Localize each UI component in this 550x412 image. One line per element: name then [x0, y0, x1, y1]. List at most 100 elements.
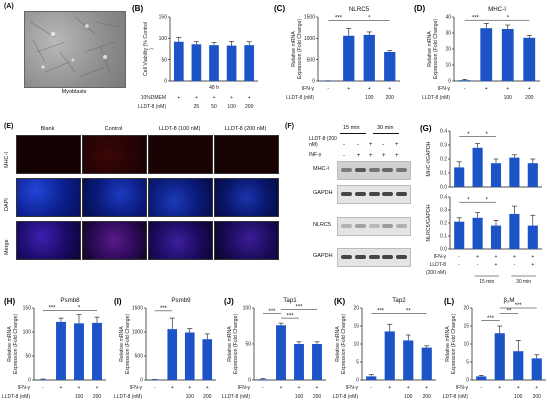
blot-sign: + [395, 142, 399, 148]
blot-band [396, 224, 408, 228]
y-tick-label: 15 [353, 324, 359, 330]
sig-marker: * [78, 306, 81, 312]
cell-texture [29, 16, 121, 78]
sig-marker: *** [48, 306, 56, 312]
blot-band [341, 192, 352, 196]
micro-dapi-200 [214, 178, 279, 217]
condition-label: LLDT-8 (nM) [332, 394, 358, 400]
panel-label-j: (J) [224, 297, 234, 306]
condition-value: 200 [423, 394, 432, 400]
chart-g2: 0.0 0.1 0.2 0.3 0.4 NLRC5/GAPDH * * IFN-γ - + + + + LL… [426, 195, 542, 285]
panel-label-k: (K) [334, 297, 345, 306]
bar-1 [476, 376, 487, 380]
ifn-row-label: INF-γ [309, 152, 322, 158]
panel-label-h: (H) [4, 297, 15, 306]
micro-merge-100 [148, 221, 213, 260]
condition-value: + [316, 385, 319, 391]
condition-value: + [531, 262, 534, 268]
y-tick-label: 0 [448, 79, 451, 85]
y-tick-label: 1500 [132, 306, 143, 312]
chart-title: MHC-I [488, 6, 506, 13]
blot-sign: + [369, 142, 373, 148]
chart-h: (H) Psmb8 0 50 100 150 Relative mRNA Expression… [2, 297, 106, 400]
micro-mhc-control [82, 135, 147, 174]
y-tick-label: 5 [356, 360, 359, 366]
micro-merge-blank [16, 221, 81, 260]
condition-value: + [485, 86, 488, 92]
bar-1 [454, 167, 465, 187]
bar-4 [509, 213, 520, 249]
condition-value: + [206, 385, 209, 391]
sig-marker: * [507, 15, 510, 21]
y-tick-label: 0.1 [440, 234, 447, 240]
time-label-15: 15 min [343, 125, 360, 131]
y-tick-label: 1000 [132, 330, 143, 336]
y-axis-label: NLRC5/GAPDH [426, 204, 432, 241]
condition-value: + [498, 385, 501, 391]
condition-value: 200 [533, 394, 542, 400]
chart-header: 48 h [209, 85, 219, 91]
condition-label: 10%DMEM [141, 95, 166, 101]
condition-value: 100 [365, 95, 374, 101]
y-tick-label: 1500 [304, 15, 315, 21]
bar-5 [527, 163, 538, 187]
panel-label-l: (L) [444, 297, 455, 306]
bar-2 [343, 35, 355, 81]
y-tick-label: 40 [445, 15, 451, 21]
blot-band [382, 168, 394, 172]
condition-label: IFN-γ [438, 86, 451, 92]
chart-title: Psmb8 [60, 297, 80, 304]
panel-label-g1: (G) [420, 124, 432, 133]
group-label: 30 min [516, 279, 531, 285]
blot-mhc [337, 161, 411, 180]
bar-5 [527, 225, 538, 249]
condition-value: 100 [404, 394, 413, 400]
condition-value: + [347, 86, 350, 92]
y-tick-label: 0 [466, 378, 469, 384]
y-axis-label: Relative mRNA [427, 31, 433, 67]
time-bracket-30 [373, 133, 399, 134]
condition-value: - [458, 254, 460, 260]
bar-1 [38, 379, 48, 381]
bar-3 [490, 225, 502, 249]
condition-value: 200 [313, 394, 322, 400]
y-tick-label: 0.0 [440, 247, 447, 253]
chart-title: NLRC5 [349, 6, 370, 13]
condition-value: 25 [194, 104, 200, 110]
blot-sign: - [357, 142, 359, 148]
blot-sign: + [395, 153, 399, 159]
chart-d: (D) MHC-I 0 10 20 30 40 Relative mRNA Expression… [414, 4, 540, 101]
condition-value: + [425, 385, 428, 391]
y-axis-label: Relative mRNA [119, 326, 125, 362]
y-axis-label: MHC-I/GAPDH [426, 141, 432, 176]
sig-marker: *** [487, 316, 495, 322]
panel-label-e: (E) [4, 123, 14, 130]
llt-row-label: LLDT-8 (200 nM) [309, 136, 337, 148]
chart-c: (C) NLRC5 0 500 1000 1500 Relative mRNA Express… [274, 4, 400, 101]
y-tick-label: 0 [164, 79, 167, 85]
bar-2 [276, 325, 286, 380]
bar-3 [513, 351, 524, 380]
condition-label: IFN-γ [130, 385, 143, 391]
chart-title: Psmb9 [171, 297, 191, 304]
y-tick-label: 100 [23, 330, 32, 336]
condition-value: 100 [227, 104, 236, 110]
condition-value: + [517, 385, 520, 391]
y-tick-label: 10 [353, 342, 359, 348]
blot-band [341, 224, 352, 228]
blot-band [341, 168, 352, 172]
micro-dapi-blank [16, 178, 81, 217]
condition-label: LLDT-8 (nM) [222, 394, 250, 400]
condition-value: + [531, 254, 534, 260]
condition-value: + [476, 254, 479, 260]
condition-value: + [535, 385, 538, 391]
y-axis-label: Relative mRNA [291, 31, 297, 67]
bar-3 [74, 323, 84, 380]
blot-band [354, 224, 366, 228]
panel-label-b: (B) [132, 4, 143, 13]
y-axis-label: Cell Viability (% Control [143, 22, 149, 76]
condition-value: + [298, 385, 301, 391]
condition-value: - [327, 86, 329, 92]
row-label-merge: Merge [4, 239, 10, 255]
y-axis-label: Relative mRNA [227, 326, 233, 362]
